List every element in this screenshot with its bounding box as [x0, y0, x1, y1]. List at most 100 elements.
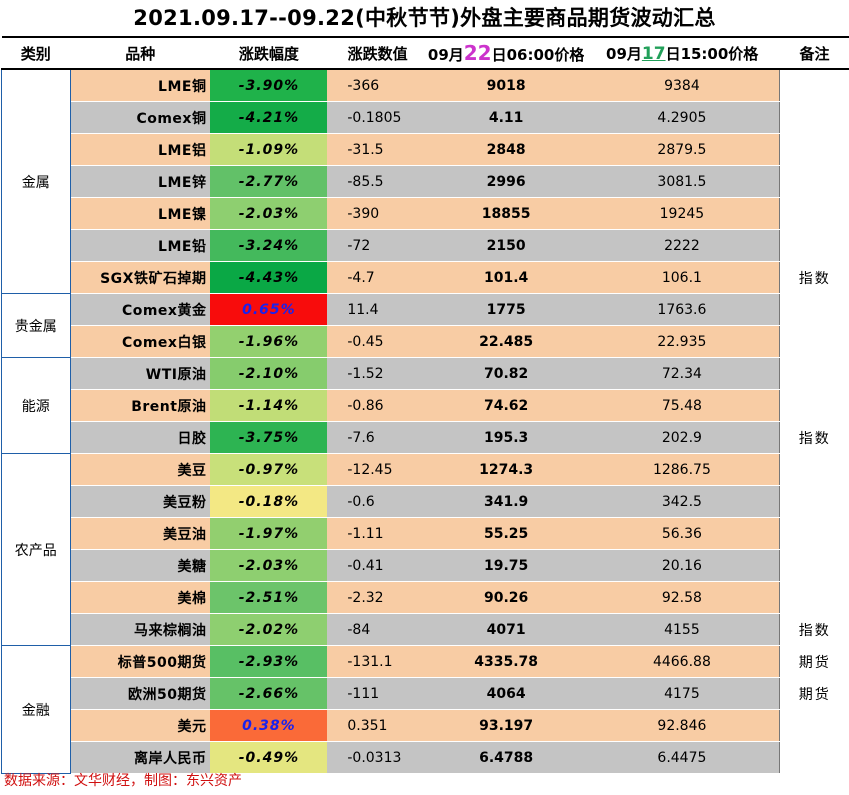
price-sep17: 2879.5: [584, 133, 780, 166]
price-sep22: 55.25: [427, 517, 585, 550]
table-row: 农产品 美豆 -0.97% -12.45 1274.3 1286.75: [1, 453, 849, 646]
commodity-name: 美糖: [70, 549, 211, 582]
price-sep22: 18855: [427, 197, 585, 230]
header-change: 涨跌数值: [327, 36, 428, 70]
change-value: -72: [327, 229, 428, 262]
commodity-name: 美豆粉: [70, 485, 211, 518]
header-category: 类别: [1, 36, 71, 70]
change-percent: -2.77%: [210, 165, 328, 198]
table-row: 马来棕榈油 -2.02% -84 4071 4155 指数: [2, 613, 849, 646]
table-row: 日胶 -3.75% -7.6 195.3 202.9 指数: [2, 421, 849, 454]
change-percent: -3.90%: [210, 69, 328, 102]
table-row: Brent原油 -1.14% -0.86 74.62 75.48: [2, 389, 849, 422]
price-sep22: 101.4: [427, 261, 585, 294]
table-row: 金融 标普500期货 -2.93% -131.1 4335.78 4466.88 期货: [1, 645, 849, 774]
change-percent: -2.51%: [210, 581, 328, 614]
note-cell: [779, 101, 849, 134]
change-percent: -1.14%: [210, 389, 328, 422]
change-percent: -2.03%: [210, 549, 328, 582]
change-value: -0.6: [327, 485, 428, 518]
price-sep22: 93.197: [427, 709, 585, 742]
note-cell: [779, 325, 849, 358]
header-note: 备注: [779, 36, 849, 70]
commodity-name: 美豆: [70, 453, 211, 486]
note-cell: [779, 581, 849, 614]
note-cell: [779, 453, 849, 486]
note-cell: [779, 357, 849, 390]
table-row: 美豆油 -1.97% -1.11 55.25 56.36: [2, 517, 849, 550]
note-cell: 期货: [779, 645, 849, 678]
price-sep17: 4.2905: [584, 101, 780, 134]
table-row: SGX铁矿石掉期 -4.43% -4.7 101.4 106.1 指数: [2, 261, 849, 294]
change-percent: -0.18%: [210, 485, 328, 518]
change-percent: -4.43%: [210, 261, 328, 294]
commodity-name: 美元: [70, 709, 211, 742]
change-value: -0.41: [327, 549, 428, 582]
change-value: -4.7: [327, 261, 428, 294]
change-percent: -3.24%: [210, 229, 328, 262]
change-value: -131.1: [327, 645, 428, 678]
category-cell: 贵金属: [1, 293, 71, 358]
commodity-name: LME锌: [70, 165, 211, 198]
change-value: -366: [327, 69, 428, 102]
commodity-name: Comex白银: [70, 325, 211, 358]
price-sep17: 19245: [584, 197, 780, 230]
commodity-name: 美棉: [70, 581, 211, 614]
price-sep22: 22.485: [427, 325, 585, 358]
header-price-22-day: 22: [463, 41, 492, 65]
change-percent: -2.66%: [210, 677, 328, 710]
table-row: LME锌 -2.77% -85.5 2996 3081.5: [2, 165, 849, 198]
commodity-name: 离岸人民币: [70, 741, 211, 774]
table-row: LME铅 -3.24% -72 2150 2222: [2, 229, 849, 262]
commodity-name: LME铝: [70, 133, 211, 166]
table-row: LME铝 -1.09% -31.5 2848 2879.5: [2, 133, 849, 166]
price-sep17: 202.9: [584, 421, 780, 454]
table-row: 美豆粉 -0.18% -0.6 341.9 342.5: [2, 485, 849, 518]
header-price-22: 09月22日06:00价格: [427, 36, 585, 70]
commodity-name: 美豆油: [70, 517, 211, 550]
futures-table: 类别 品种 涨跌幅度 涨跌数值 09月22日06:00价格 09月17日15:0…: [1, 36, 849, 774]
note-cell: [779, 293, 849, 326]
change-percent: -1.97%: [210, 517, 328, 550]
note-cell: [779, 741, 849, 774]
note-cell: [779, 709, 849, 742]
commodity-name: 日胶: [70, 421, 211, 454]
change-value: -12.45: [327, 453, 428, 486]
price-sep17: 92.846: [584, 709, 780, 742]
header-price-17: 09月17日15:00价格: [584, 36, 780, 70]
table-row: 能源 WTI原油 -2.10% -1.52 70.82 72.34: [1, 357, 849, 454]
change-value: -31.5: [327, 133, 428, 166]
change-value: -111: [327, 677, 428, 710]
price-sep17: 3081.5: [584, 165, 780, 198]
price-sep17: 75.48: [584, 389, 780, 422]
price-sep22: 90.26: [427, 581, 585, 614]
price-sep17: 4155: [584, 613, 780, 646]
change-percent: -2.93%: [210, 645, 328, 678]
price-sep22: 4335.78: [427, 645, 585, 678]
change-value: -1.52: [327, 357, 428, 390]
commodity-name: SGX铁矿石掉期: [70, 261, 211, 294]
commodity-name: Brent原油: [70, 389, 211, 422]
price-sep22: 4064: [427, 677, 585, 710]
table-row: 金属 LME铜 -3.90% -366 9018 9384: [1, 69, 849, 294]
header-pct: 涨跌幅度: [210, 36, 328, 70]
page-title: 2021.09.17--09.22(中秋节节)外盘主要商品期货波动汇总: [133, 6, 716, 30]
table-row: Comex铜 -4.21% -0.1805 4.11 4.2905: [2, 101, 849, 134]
note-cell: [779, 485, 849, 518]
note-cell: 指数: [779, 261, 849, 294]
change-percent: -2.10%: [210, 357, 328, 390]
header-price-17-month: 09月: [606, 44, 642, 63]
price-sep22: 19.75: [427, 549, 585, 582]
table-row: 美糖 -2.03% -0.41 19.75 20.16: [2, 549, 849, 582]
note-cell: [779, 229, 849, 262]
price-sep22: 4071: [427, 613, 585, 646]
table-row: Comex白银 -1.96% -0.45 22.485 22.935: [2, 325, 849, 358]
price-sep17: 4466.88: [584, 645, 780, 678]
price-sep22: 2848: [427, 133, 585, 166]
price-sep22: 341.9: [427, 485, 585, 518]
header-name: 品种: [70, 36, 211, 70]
price-sep22: 1274.3: [427, 453, 585, 486]
table-row: 贵金属 Comex黄金 0.65% 11.4 1775 1763.6: [1, 293, 849, 358]
change-value: -2.32: [327, 581, 428, 614]
commodity-name: Comex黄金: [70, 293, 211, 326]
